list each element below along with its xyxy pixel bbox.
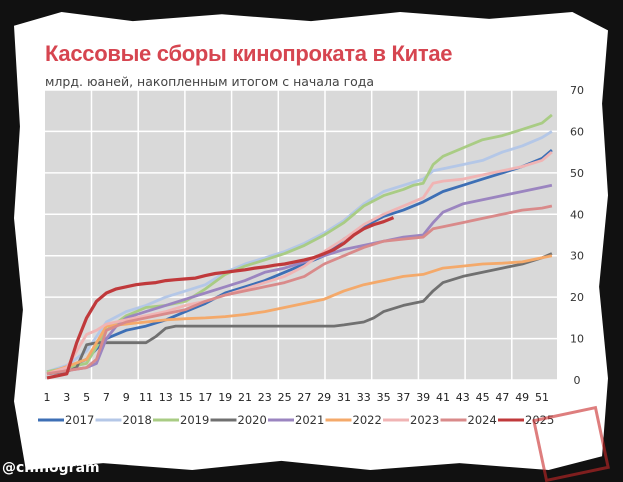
x-tick-label: 27: [297, 391, 311, 404]
series-line-2022: [46, 254, 553, 376]
legend-label-2025: 2025: [525, 413, 554, 427]
x-tick-label: 1: [44, 391, 51, 404]
seal-stamp: [532, 405, 610, 482]
x-tick-label: 47: [495, 391, 509, 404]
watermark: @chinogram: [2, 460, 100, 476]
legend-label-2022: 2022: [353, 413, 382, 427]
y-tick-label: 50: [570, 167, 584, 180]
y-tick-label: 20: [570, 291, 584, 304]
x-tick-label: 13: [159, 391, 173, 404]
x-tick-label: 39: [416, 391, 430, 404]
series-line-2025: [46, 216, 395, 380]
y-tick-label: 10: [570, 333, 584, 346]
x-tick-label: 45: [476, 391, 490, 404]
x-tick-label: 23: [258, 391, 272, 404]
chart-subtitle: млрд. юаней, накопленным итогом с начала…: [45, 74, 375, 89]
x-tick-label: 41: [436, 391, 450, 404]
x-tick-label: 11: [139, 391, 153, 404]
x-tick-label: 19: [218, 391, 232, 404]
y-tick-label: 30: [570, 250, 584, 263]
x-tick-label: 9: [123, 391, 130, 404]
legend-label-2021: 2021: [295, 413, 324, 427]
series-line-2017: [46, 149, 553, 374]
x-tick-label: 15: [179, 391, 193, 404]
legend-label-2019: 2019: [180, 413, 209, 427]
x-tick-label: 43: [456, 391, 470, 404]
x-tick-label: 3: [63, 391, 70, 404]
y-tick-label: 0: [574, 374, 581, 387]
x-tick-label: 33: [357, 391, 371, 404]
x-tick-label: 17: [198, 391, 212, 404]
series-line-2024: [46, 204, 553, 376]
plot-area: [45, 90, 557, 380]
legend-label-2020: 2020: [238, 413, 267, 427]
y-tick-label: 40: [570, 208, 584, 221]
series-line-2019: [46, 113, 553, 374]
x-tick-label: 21: [238, 391, 252, 404]
series-line-2023: [46, 151, 553, 376]
x-tick-label: 31: [337, 391, 351, 404]
y-tick-label: 60: [570, 125, 584, 138]
series-line-2018: [46, 130, 553, 374]
x-tick-label: 25: [278, 391, 292, 404]
x-tick-label: 7: [103, 391, 110, 404]
x-tick-label: 35: [377, 391, 391, 404]
legend-label-2024: 2024: [468, 413, 497, 427]
x-tick-label: 51: [535, 391, 549, 404]
legend-label-2018: 2018: [123, 413, 152, 427]
x-tick-label: 29: [317, 391, 331, 404]
legend-label-2017: 2017: [65, 413, 94, 427]
x-tick-label: 5: [83, 391, 90, 404]
x-tick-label: 49: [515, 391, 529, 404]
y-tick-label: 70: [570, 84, 584, 97]
chart-title: Кассовые сборы кинопроката в Китае: [45, 41, 453, 66]
legend-label-2023: 2023: [410, 413, 439, 427]
x-tick-label: 37: [396, 391, 410, 404]
